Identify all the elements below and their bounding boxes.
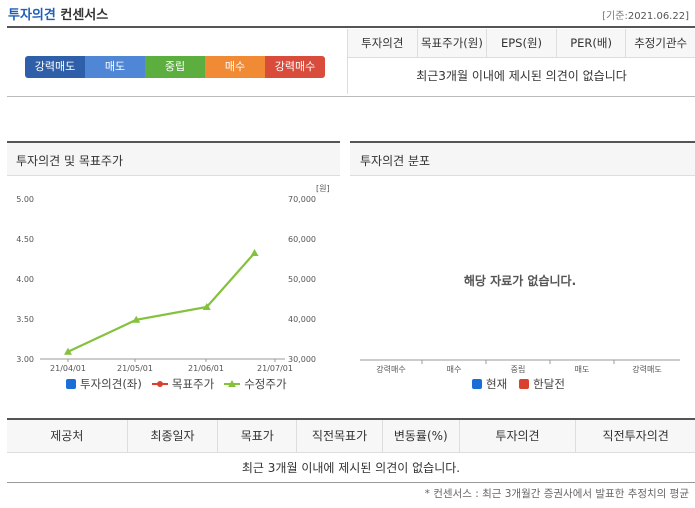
adjusted-price-point [250, 249, 259, 256]
square-icon [519, 379, 530, 389]
left-panel-title: 투자의견 및 목표주가 [16, 154, 123, 168]
right-panel-title: 투자의견 분포 [360, 154, 431, 168]
legend-current: 현재 [486, 377, 508, 391]
square-icon [472, 379, 482, 389]
consensus-table: 투자의견 목표주가(원) EPS(원) PER(배) 추정기관수 최근3개월 이… [347, 29, 695, 95]
y-right-tick: 70,000 [288, 195, 316, 204]
title-part1: 투자의견 [8, 8, 56, 23]
square-icon [66, 379, 76, 389]
y-left-tick: 4.00 [16, 275, 34, 284]
chart-svg: 5.00 4.50 4.00 3.50 3.00 70,000 60,000 50,000 40… [16, 195, 316, 373]
col-eps: EPS(원) [486, 29, 556, 57]
legend-opinion: 투자의견(좌) [80, 377, 142, 391]
col-prev-opinion: 직전투자의견 [575, 420, 695, 452]
dist-cat-3: 매도 [575, 365, 590, 374]
adjusted-price-point [202, 303, 211, 310]
y-left-tick: 5.00 [16, 195, 34, 204]
col-per: PER(배) [555, 29, 626, 57]
scale-buy: 매수 [205, 56, 265, 78]
bottom-table-top-rule [7, 418, 695, 420]
scale-strong-buy: 강력매수 [265, 56, 325, 78]
right-legend: 현재 한달전 [472, 376, 565, 392]
dist-cat-2: 중립 [511, 365, 526, 374]
col-institutions: 추정기관수 [625, 29, 695, 57]
date-value: 2021.06.22] [627, 11, 689, 22]
y-left-tick: 3.00 [16, 355, 34, 364]
title-part2: 컨센서스 [60, 8, 109, 23]
legend-month-ago: 한달전 [533, 377, 565, 391]
scale-strong-sell: 강력매도 [25, 56, 85, 78]
line-dot-icon [151, 381, 168, 387]
x-tick-label: 21/04/01 [50, 364, 86, 373]
opinions-empty-message: 최근 3개월 이내에 제시된 의견이 없습니다. [241, 461, 461, 475]
x-tick-label: 21/07/01 [257, 364, 293, 373]
distribution-axis: 강력매수 매수 중립 매도 강력매도 [360, 359, 680, 374]
opinions-header-row: 제공처 최종일자 목표가 직전목표가 변동률(%) 투자의견 직전투자의견 [7, 420, 695, 453]
page-title: 투자의견 컨센서스 [8, 4, 108, 23]
y-right-tick: 50,000 [288, 275, 316, 284]
y-left-tick: 3.50 [16, 315, 34, 324]
col-opinion: 투자의견 [458, 420, 576, 452]
scale-neutral: 중립 [145, 56, 205, 78]
consensus-empty-message: 최근3개월 이내에 제시된 의견이 없습니다 [347, 58, 695, 94]
scale-sell: 매도 [85, 56, 145, 78]
unit-label: [원] [316, 184, 330, 193]
opinions-table: 제공처 최종일자 목표가 직전목표가 변동률(%) 투자의견 직전투자의견 최근… [7, 420, 695, 483]
footnote: * 컨센서스 : 최근 3개월간 증권사에서 발표한 추정치의 평균 [424, 488, 689, 500]
date-prefix: [기준: [602, 11, 628, 22]
col-target: 목표가 [217, 420, 296, 452]
y-right-tick: 40,000 [288, 315, 316, 324]
section-divider [7, 96, 695, 97]
line-triangle-icon [224, 380, 241, 387]
col-opinion: 투자의견 [347, 29, 417, 57]
no-data-message: 해당 자료가 없습니다. [463, 274, 577, 288]
dist-cat-4: 강력매도 [632, 364, 661, 374]
x-tick-label: 21/05/01 [117, 364, 153, 373]
adjusted-price-point [64, 347, 72, 355]
date-label: [기준:2021.06.22] [602, 7, 689, 22]
adjusted-price-point [132, 315, 141, 323]
col-change-rate: 변동률(%) [381, 420, 459, 452]
y-right-tick: 30,000 [288, 355, 316, 364]
x-tick-label: 21/06/01 [188, 364, 224, 373]
col-prev-target: 직전목표가 [296, 420, 382, 452]
col-last-date: 최종일자 [126, 420, 218, 452]
dist-cat-1: 매수 [447, 365, 462, 374]
left-panel-top-rule [7, 141, 340, 143]
y-left-tick: 4.50 [16, 235, 34, 244]
right-panel-top-rule [350, 141, 695, 143]
col-provider: 제공처 [50, 429, 84, 443]
right-panel-header [350, 143, 695, 176]
header-divider [7, 26, 695, 28]
y-right-tick: 60,000 [288, 235, 316, 244]
bottom-table-rule [7, 482, 695, 483]
col-target-price: 목표주가(원) [416, 29, 487, 57]
opinion-scale: 강력매도 매도 중립 매수 강력매수 [25, 56, 325, 78]
dist-cat-0: 강력매수 [376, 364, 405, 374]
consensus-header-row: 투자의견 목표주가(원) EPS(원) PER(배) 추정기관수 [347, 29, 695, 58]
left-legend: 투자의견(좌) 목표주가 수정주가 [66, 376, 287, 392]
opinion-price-chart: 5.00 4.50 4.00 3.50 3.00 70,000 60,000 50,000 40… [0, 0, 345, 400]
legend-adjusted: 수정주가 [244, 377, 287, 391]
left-panel-header [7, 143, 340, 176]
adjusted-price-line [67, 252, 256, 353]
legend-target: 목표주가 [171, 377, 215, 391]
